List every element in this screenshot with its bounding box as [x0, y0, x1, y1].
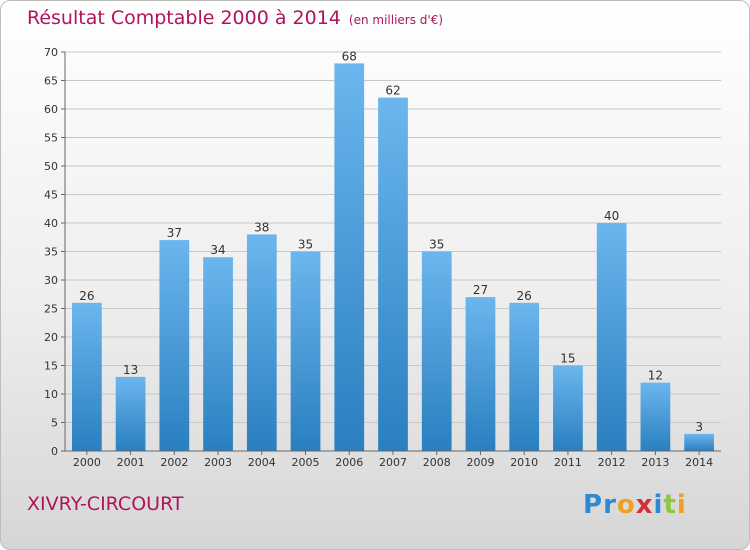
data-label: 40 [604, 209, 619, 223]
x-tick-label: 2013 [641, 456, 669, 469]
bar [378, 97, 408, 451]
proxiti-logo: Proxiti [583, 490, 687, 520]
y-tick-label: 0 [51, 445, 58, 458]
x-tick-label: 2005 [292, 456, 320, 469]
data-label: 35 [429, 238, 444, 252]
bar [596, 223, 627, 451]
bar [203, 257, 233, 451]
chart-title-block: Résultat Comptable 2000 à 2014 (en millie… [27, 7, 443, 29]
bar [290, 251, 321, 451]
data-label: 38 [254, 220, 269, 234]
data-label: 27 [473, 283, 488, 297]
bar [465, 297, 496, 451]
y-tick-label: 45 [44, 189, 58, 202]
y-tick-label: 5 [51, 417, 58, 430]
data-label: 68 [342, 49, 357, 63]
y-tick-label: 70 [44, 46, 58, 59]
x-tick-label: 2010 [510, 456, 538, 469]
x-tick-label: 2001 [117, 456, 145, 469]
labels-layer: 26 13 37 34 38 35 68 62 35 27 26 15 40 12 3 [79, 49, 703, 434]
x-tick-label: 2003 [204, 456, 232, 469]
data-label: 26 [79, 289, 94, 303]
bar [640, 382, 671, 451]
bar [553, 365, 583, 451]
x-tick-label: 2012 [598, 456, 626, 469]
commune-name: XIVRY-CIRCOURT [27, 493, 184, 515]
data-label: 12 [648, 369, 663, 383]
x-tick-label: 2007 [379, 456, 407, 469]
x-tick-label: 2008 [423, 456, 451, 469]
data-label: 15 [560, 352, 575, 366]
logo-letter: r [603, 490, 617, 520]
y-tick-label: 50 [44, 160, 58, 173]
bar [71, 302, 102, 451]
x-tick-label: 2011 [554, 456, 582, 469]
y-tick-label: 55 [44, 132, 58, 145]
data-label: 34 [210, 243, 225, 257]
logo-letter: x [635, 490, 654, 520]
logo-letter: i [676, 490, 687, 520]
x-tick-label: 2002 [160, 456, 188, 469]
bar [334, 63, 365, 452]
data-label: 26 [517, 289, 532, 303]
y-tick-label: 40 [44, 217, 58, 230]
data-label: 3 [695, 420, 703, 434]
y-tick-label: 65 [44, 75, 58, 88]
x-tick-label: 2004 [248, 456, 276, 469]
bar [421, 251, 452, 451]
logo-letter: P [583, 490, 604, 520]
y-tick-label: 30 [44, 274, 58, 287]
bar [684, 433, 715, 451]
logo-letter: t [663, 490, 677, 520]
bar [246, 234, 277, 451]
bar [509, 302, 540, 451]
bars-layer [71, 63, 715, 452]
x-tick-label: 2006 [335, 456, 363, 469]
y-tick-label: 25 [44, 303, 58, 316]
logo-letter: o [616, 490, 636, 520]
x-tick-label: 2009 [466, 456, 494, 469]
data-label: 35 [298, 238, 313, 252]
data-label: 13 [123, 363, 138, 377]
y-tick-label: 35 [44, 246, 58, 259]
data-label: 37 [167, 226, 182, 240]
axis-layer: 0 5 10 15 20 25 30 35 40 45 50 55 60 65 70 2000 2001 2002… [44, 46, 721, 469]
logo-letter: i [653, 490, 664, 520]
bar [159, 240, 190, 451]
y-tick-label: 20 [44, 331, 58, 344]
y-tick-label: 10 [44, 388, 58, 401]
chart-subtitle: (en milliers d'€) [348, 13, 444, 27]
x-tick-label: 2000 [73, 456, 101, 469]
x-tick-label: 2014 [685, 456, 713, 469]
data-label: 62 [385, 84, 400, 98]
y-tick-label: 60 [44, 103, 58, 116]
bar [115, 376, 146, 451]
y-tick-label: 15 [44, 360, 58, 373]
chart-title: Résultat Comptable 2000 à 2014 [27, 7, 341, 29]
